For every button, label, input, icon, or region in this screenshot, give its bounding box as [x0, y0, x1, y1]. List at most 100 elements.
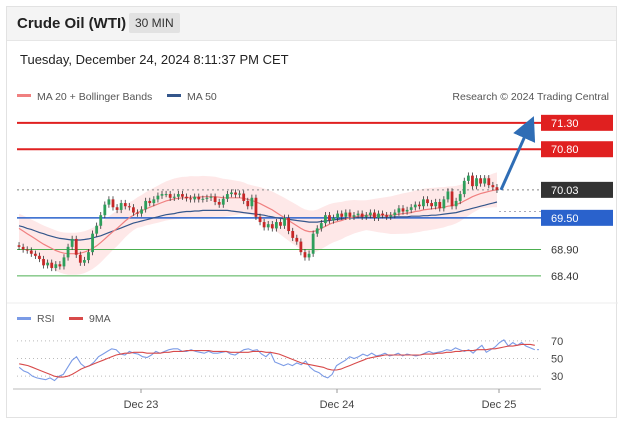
candle: [487, 178, 491, 186]
candle: [82, 260, 86, 263]
ma20-line: [18, 189, 498, 255]
copyright-text: Research © 2024 Trading Central: [452, 91, 609, 103]
candle: [381, 213, 384, 216]
ma9-legend-swatch: [69, 317, 83, 320]
candle: [368, 212, 372, 216]
candle: [132, 207, 135, 213]
level-tag-69.50: [541, 209, 613, 226]
candle: [458, 194, 462, 201]
x-tick-Dec-25: Dec 25: [482, 399, 517, 411]
candle: [17, 245, 21, 247]
candle: [491, 185, 495, 188]
candle: [360, 213, 364, 217]
candle: [29, 250, 33, 254]
level-label-68.40: 68.40: [551, 271, 579, 283]
candle: [201, 198, 205, 200]
candle: [270, 224, 274, 229]
ma20-legend-swatch: [17, 94, 31, 97]
candle: [213, 196, 217, 202]
candle: [446, 191, 450, 200]
candle: [438, 202, 442, 209]
candle: [217, 202, 221, 205]
candle: [172, 196, 176, 198]
candle: [258, 216, 262, 223]
bollinger-band: [19, 172, 497, 275]
chart-header: Crude Oil (WTI) 30 MIN: [7, 7, 616, 41]
9ma-line: [19, 343, 535, 378]
candle: [176, 194, 180, 197]
candle: [99, 215, 103, 226]
candle: [42, 259, 45, 266]
candle: [181, 194, 184, 197]
candle: [115, 207, 119, 210]
candle: [91, 233, 94, 253]
candle: [119, 203, 123, 210]
candle: [103, 204, 107, 216]
candle: [385, 215, 389, 217]
candle: [323, 215, 327, 224]
candle: [25, 249, 29, 251]
candle: [33, 253, 37, 256]
candle: [291, 231, 295, 238]
candle: [454, 200, 458, 207]
candle: [168, 194, 172, 198]
candle: [160, 194, 164, 196]
candle: [462, 180, 466, 195]
candle: [50, 262, 54, 268]
candle: [66, 246, 70, 258]
candle: [364, 215, 368, 217]
candle: [466, 175, 470, 181]
candle: [319, 223, 323, 229]
candle: [230, 192, 233, 195]
level-label-69.50: 69.50: [551, 213, 579, 225]
candle: [409, 207, 413, 210]
candle: [185, 196, 188, 199]
rsi-tick-50: 50: [551, 354, 563, 366]
candle: [479, 178, 483, 184]
candle: [430, 203, 434, 207]
level-tag-71.30: [541, 114, 613, 131]
x-tick-Dec-23: Dec 23: [124, 399, 159, 411]
level-tag-70.03: [541, 181, 613, 198]
candle: [475, 178, 478, 187]
candle: [336, 213, 340, 218]
level-label-70.80: 70.80: [551, 144, 579, 156]
candle: [156, 195, 160, 200]
ma50-line: [18, 201, 498, 241]
candle: [328, 215, 331, 221]
ma50-legend-label: MA 50: [187, 91, 217, 103]
candle: [234, 192, 237, 195]
candle: [471, 175, 474, 187]
level-label-71.30: 71.30: [551, 118, 579, 130]
candle: [209, 196, 213, 198]
ma20-legend-label: MA 20 + Bollinger Bands: [37, 91, 152, 103]
ma9-legend-label: 9MA: [89, 313, 111, 325]
candle: [95, 225, 99, 234]
candle: [373, 212, 376, 218]
candle: [287, 217, 291, 232]
candle: [111, 199, 115, 208]
candle: [140, 209, 143, 214]
level-label-70.03: 70.03: [551, 185, 579, 197]
candle: [434, 202, 438, 207]
candle: [205, 197, 209, 199]
level-label-68.90: 68.90: [551, 245, 579, 257]
candle: [254, 197, 258, 217]
candle: [495, 187, 499, 190]
candle: [332, 217, 335, 221]
candle: [262, 222, 266, 228]
candle: [450, 191, 454, 207]
candle: [70, 238, 74, 247]
candle: [193, 196, 197, 200]
rsi-legend-swatch: [17, 317, 31, 320]
candle: [442, 199, 446, 209]
candle: [307, 253, 311, 258]
candle: [221, 198, 225, 205]
candle: [250, 197, 254, 207]
candle: [393, 212, 397, 216]
timeframe-badge[interactable]: 30 MIN: [129, 13, 180, 33]
candle: [397, 208, 401, 213]
instrument-title: Crude Oil (WTI): [17, 15, 127, 32]
candle: [123, 203, 127, 207]
ma50-legend-swatch: [167, 94, 181, 97]
